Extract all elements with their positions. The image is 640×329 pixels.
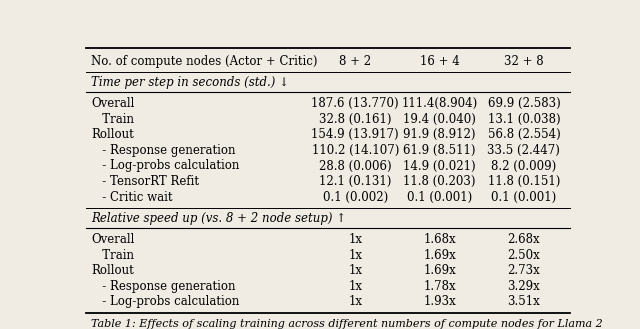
- Text: 1.68x: 1.68x: [423, 233, 456, 246]
- Text: 8 + 2: 8 + 2: [339, 55, 371, 68]
- Text: Time per step in seconds (std.) ↓: Time per step in seconds (std.) ↓: [91, 76, 289, 89]
- Text: 11.8 (0.203): 11.8 (0.203): [403, 175, 476, 188]
- Text: 187.6 (13.770): 187.6 (13.770): [312, 97, 399, 110]
- Text: - Critic wait: - Critic wait: [91, 190, 172, 204]
- Text: Train: Train: [91, 249, 134, 262]
- Text: 2.50x: 2.50x: [508, 249, 540, 262]
- Text: 1.93x: 1.93x: [423, 295, 456, 308]
- Text: 111.4(8.904): 111.4(8.904): [401, 97, 477, 110]
- Text: Rollout: Rollout: [91, 128, 134, 141]
- Text: 1x: 1x: [348, 295, 362, 308]
- Text: Table 1: Effects of scaling training across different numbers of compute nodes f: Table 1: Effects of scaling training acr…: [91, 319, 603, 329]
- Text: 0.1 (0.001): 0.1 (0.001): [492, 190, 557, 204]
- Text: Rollout: Rollout: [91, 264, 134, 277]
- Text: 14.9 (0.021): 14.9 (0.021): [403, 160, 476, 172]
- Text: 16 + 4: 16 + 4: [420, 55, 460, 68]
- Text: 12.1 (0.131): 12.1 (0.131): [319, 175, 392, 188]
- Text: 13.1 (0.038): 13.1 (0.038): [488, 113, 560, 126]
- Text: - Response generation: - Response generation: [91, 144, 236, 157]
- Text: - Response generation: - Response generation: [91, 280, 236, 293]
- Text: 1.69x: 1.69x: [423, 264, 456, 277]
- Text: 3.51x: 3.51x: [508, 295, 540, 308]
- Text: 69.9 (2.583): 69.9 (2.583): [488, 97, 560, 110]
- Text: 32.8 (0.161): 32.8 (0.161): [319, 113, 392, 126]
- Text: 28.8 (0.006): 28.8 (0.006): [319, 160, 392, 172]
- Text: - Log-probs calculation: - Log-probs calculation: [91, 295, 239, 308]
- Text: 91.9 (8.912): 91.9 (8.912): [403, 128, 476, 141]
- Text: Train: Train: [91, 113, 134, 126]
- Text: 3.29x: 3.29x: [508, 280, 540, 293]
- Text: 1x: 1x: [348, 249, 362, 262]
- Text: 2.68x: 2.68x: [508, 233, 540, 246]
- Text: 56.8 (2.554): 56.8 (2.554): [488, 128, 560, 141]
- Text: Relative speed up (vs. 8 + 2 node setup) ↑: Relative speed up (vs. 8 + 2 node setup)…: [91, 212, 346, 225]
- Text: 11.8 (0.151): 11.8 (0.151): [488, 175, 560, 188]
- Text: 2.73x: 2.73x: [508, 264, 540, 277]
- Text: - Log-probs calculation: - Log-probs calculation: [91, 160, 239, 172]
- Text: 61.9 (8.511): 61.9 (8.511): [403, 144, 476, 157]
- Text: 33.5 (2.447): 33.5 (2.447): [488, 144, 561, 157]
- Text: Overall: Overall: [91, 97, 134, 110]
- Text: 154.9 (13.917): 154.9 (13.917): [312, 128, 399, 141]
- Text: - TensorRT Refit: - TensorRT Refit: [91, 175, 199, 188]
- Text: Overall: Overall: [91, 233, 134, 246]
- Text: 8.2 (0.009): 8.2 (0.009): [492, 160, 557, 172]
- Text: 1x: 1x: [348, 233, 362, 246]
- Text: 1.69x: 1.69x: [423, 249, 456, 262]
- Text: 1.78x: 1.78x: [423, 280, 456, 293]
- Text: 110.2 (14.107): 110.2 (14.107): [312, 144, 399, 157]
- Text: 32 + 8: 32 + 8: [504, 55, 544, 68]
- Text: 0.1 (0.001): 0.1 (0.001): [407, 190, 472, 204]
- Text: 19.4 (0.040): 19.4 (0.040): [403, 113, 476, 126]
- Text: 0.1 (0.002): 0.1 (0.002): [323, 190, 388, 204]
- Text: No. of compute nodes (Actor + Critic): No. of compute nodes (Actor + Critic): [91, 55, 317, 68]
- Text: 1x: 1x: [348, 264, 362, 277]
- Text: 1x: 1x: [348, 280, 362, 293]
